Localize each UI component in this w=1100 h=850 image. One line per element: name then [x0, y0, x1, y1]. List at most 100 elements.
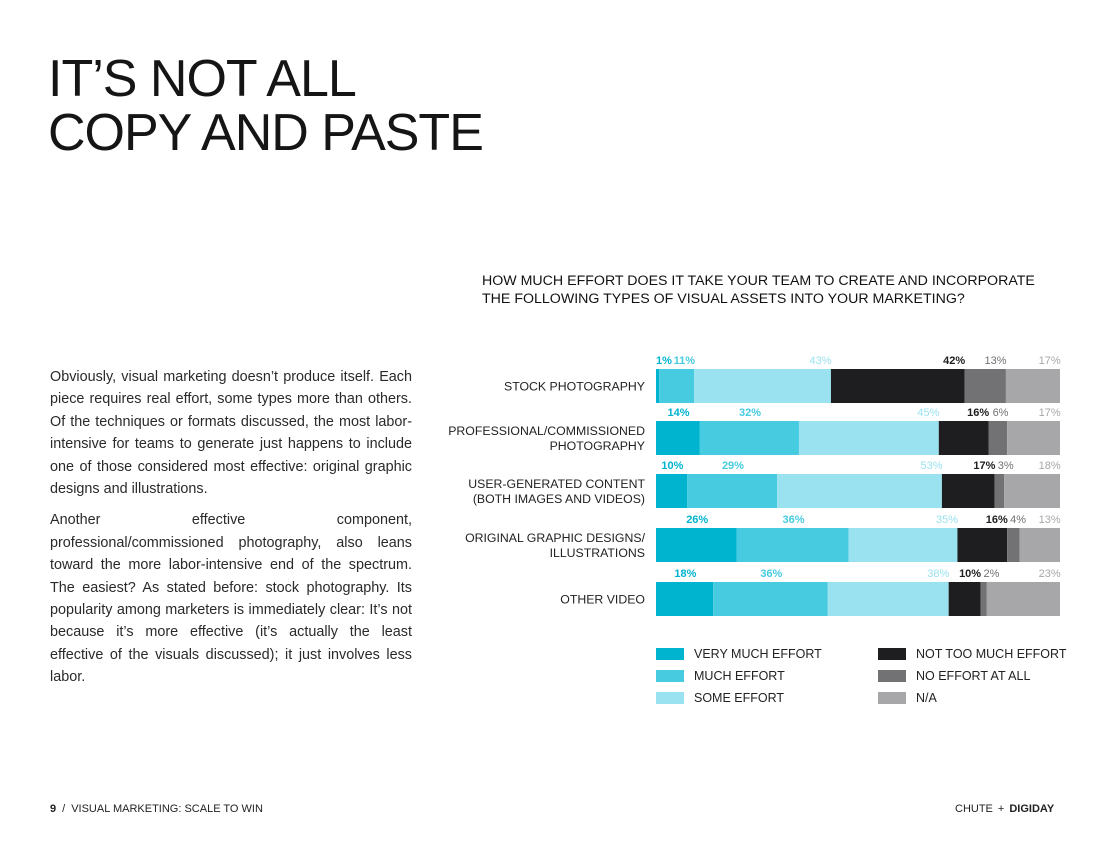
value-label: 10% [661, 460, 683, 472]
publication-name: VISUAL MARKETING: SCALE TO WIN [71, 803, 263, 815]
body-paragraph-1: Obviously, visual marketing doesn’t prod… [50, 369, 412, 498]
body-copy: Obviously, visual marketing doesn’t prod… [50, 366, 412, 698]
legend-swatch-na [878, 692, 906, 704]
bar-segment [827, 582, 949, 616]
bar-segment [1007, 421, 1060, 455]
category-label: ILLUSTRATIONS [550, 546, 645, 560]
category-label: (BOTH IMAGES AND VIDEOS) [473, 492, 645, 506]
bar-segment [988, 421, 1008, 455]
footer-publication: 9 / VISUAL MARKETING: SCALE TO WIN [50, 803, 263, 815]
bar-segment [941, 474, 995, 508]
value-label: 43% [810, 355, 832, 367]
category-label: PROFESSIONAL/COMMISSIONED [448, 424, 645, 438]
footer-separator: / [62, 803, 66, 815]
brand-digiday: DIGIDAY [1009, 803, 1055, 815]
page-title: IT’S NOT ALL COPY AND PASTE [48, 50, 484, 162]
legend-label-not-too-much-effort: NOT TOO MUCH EFFORT [916, 647, 1067, 661]
bar-segment [1004, 474, 1060, 508]
value-label: 23% [1039, 568, 1061, 580]
page-number: 9 [50, 803, 57, 815]
bar-segment [736, 528, 849, 562]
value-label: 18% [1039, 460, 1061, 472]
bar-segment [1005, 369, 1060, 403]
legend-item-na: N/A [878, 687, 1066, 709]
value-label: 17% [1039, 407, 1061, 419]
brand-chute: CHUTE [955, 803, 993, 815]
value-label: 17% [973, 460, 995, 472]
bar-segment [687, 474, 778, 508]
value-label: 16% [967, 407, 989, 419]
bar-segment [713, 582, 828, 616]
value-label: 11% [674, 355, 696, 367]
bar-segment [964, 369, 1006, 403]
value-label: 4% [1010, 514, 1026, 526]
body-paragraph-2: Another effective component, professiona… [50, 512, 412, 686]
bar-segment [830, 369, 965, 403]
value-label: 14% [668, 407, 690, 419]
legend-label-very-much-effort: VERY MUCH EFFORT [694, 647, 822, 661]
value-label: 18% [674, 568, 696, 580]
bar-segment [656, 369, 660, 403]
category-label: ORIGINAL GRAPHIC DESIGNS/ [465, 531, 646, 545]
bar-segment [980, 582, 987, 616]
category-label: STOCK PHOTOGRAPHY [504, 380, 645, 394]
page-title-line-2: COPY AND PASTE [48, 104, 484, 162]
value-label: 13% [985, 355, 1007, 367]
bar-segment [656, 421, 700, 455]
legend-item-very-much-effort: VERY MUCH EFFORT [656, 643, 822, 665]
legend-label-much-effort: MUCH EFFORT [694, 669, 785, 683]
value-label: 53% [921, 460, 943, 472]
legend-item-no-effort-at-all: NO EFFORT AT ALL [878, 665, 1066, 687]
chart-title-line-1: HOW MUCH EFFORT DOES IT TAKE YOUR TEAM T… [482, 273, 1035, 289]
legend-column-right: NOT TOO MUCH EFFORT NO EFFORT AT ALL N/A [878, 643, 1066, 709]
bar-segment [659, 369, 695, 403]
value-label: 32% [739, 407, 761, 419]
bar-segment [1007, 528, 1020, 562]
value-label: 29% [722, 460, 744, 472]
value-label: 38% [927, 568, 949, 580]
bar-segment [656, 474, 688, 508]
value-label: 16% [986, 514, 1008, 526]
bar-segment [694, 369, 831, 403]
bar-segment [1019, 528, 1060, 562]
value-label: 42% [943, 355, 965, 367]
bar-segment [938, 421, 989, 455]
legend-swatch-much-effort [656, 670, 684, 682]
value-label: 10% [959, 568, 981, 580]
brand-plus: + [997, 803, 1005, 815]
value-label: 3% [998, 460, 1014, 472]
value-label: 35% [936, 514, 958, 526]
legend-label-no-effort-at-all: NO EFFORT AT ALL [916, 669, 1031, 683]
legend-label-some-effort: SOME EFFORT [694, 691, 785, 705]
legend-label-na: N/A [916, 691, 937, 705]
value-label: 2% [983, 568, 999, 580]
bar-segment [948, 582, 981, 616]
legend-column-left: VERY MUCH EFFORT MUCH EFFORT SOME EFFORT [656, 643, 822, 709]
bar-segment [656, 528, 737, 562]
value-label: 36% [760, 568, 782, 580]
bar-segment [656, 582, 714, 616]
bar-segment [777, 474, 942, 508]
category-label: USER-GENERATED CONTENT [468, 477, 645, 491]
bar-segment [699, 421, 799, 455]
page-title-line-1: IT’S NOT ALL [48, 50, 357, 108]
bar-segment [994, 474, 1005, 508]
value-label: 17% [1039, 355, 1061, 367]
category-label: PHOTOGRAPHY [550, 439, 645, 453]
legend-item-not-too-much-effort: NOT TOO MUCH EFFORT [878, 643, 1066, 665]
bar-segment [848, 528, 958, 562]
legend-swatch-some-effort [656, 692, 684, 704]
category-label: OTHER VIDEO [560, 593, 645, 607]
bar-segment [957, 528, 1008, 562]
legend-item-some-effort: SOME EFFORT [656, 687, 822, 709]
legend-swatch-no-effort-at-all [878, 670, 906, 682]
bar-segment [798, 421, 939, 455]
legend-swatch-very-much-effort [656, 648, 684, 660]
footer-brands: CHUTE + DIGIDAY [955, 803, 1054, 815]
value-label: 45% [917, 407, 939, 419]
value-label: 13% [1039, 514, 1061, 526]
chart-title-line-2: THE FOLLOWING TYPES OF VISUAL ASSETS INT… [482, 291, 965, 307]
chart-title: HOW MUCH EFFORT DOES IT TAKE YOUR TEAM T… [482, 272, 1082, 308]
value-label: 26% [686, 514, 708, 526]
